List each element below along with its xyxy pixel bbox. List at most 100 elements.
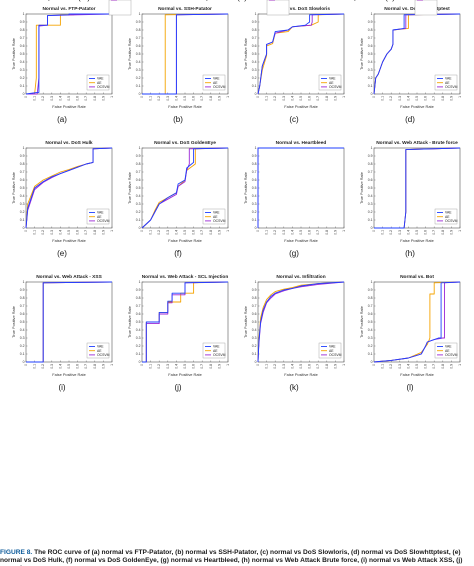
y-tick-label-g: 1 [255,146,257,150]
x-tick-label-a: 0.5 [67,96,71,101]
y-tick-label-d: 0.3 [368,68,373,72]
y-tick-label-e: 0.1 [20,218,25,222]
y-axis-label-c: True Positive Rate [243,38,248,70]
y-tick-label-n: 0 [203,0,205,1]
x-tick-label-k: 0.8 [325,364,329,369]
x-tick-label-a: 0.4 [58,96,62,101]
y-tick-label-l: 0.6 [368,312,373,316]
y-tick-label-b: 0.8 [136,28,141,32]
x-tick-label-h: 0 [372,230,376,232]
y-tick-label-g: 0.3 [252,202,257,206]
panel-label-b: (b) [173,115,183,124]
x-tick-label-e: 0.9 [101,230,105,235]
figure-caption: FIGURE 8. The ROC curve of (a) normal vs… [0,549,474,566]
y-tick-label-j: 0.8 [136,296,141,300]
y-tick-label-k: 0.2 [252,344,257,348]
x-tick-label-m: 1 [133,0,135,1]
y-tick-label-d: 0 [371,92,373,96]
legend-label-d-ae: AE [445,81,450,85]
y-tick-label-i: 0.1 [20,352,25,356]
y-tick-label-n: 0.4 [200,0,205,1]
y-tick-label-o: 0.1 [348,0,353,1]
x-tick-label-e: 0.3 [50,230,54,235]
x-tick-label-a: 0.7 [84,96,88,101]
x-tick-label-o: 0 [353,0,355,1]
x-tick-label-k: 1 [342,364,346,366]
y-tick-label-n: 0.7 [200,0,205,1]
panel-label-f: (f) [174,249,182,258]
x-tick-label-o: 0.4 [385,0,390,1]
y-tick-label-h: 0.1 [368,218,373,222]
x-tick-label-g: 0.3 [282,230,286,235]
y-tick-label-o: 0.3 [348,0,353,1]
x-tick-label-j: 1 [226,364,230,366]
y-tick-label-i: 0.4 [20,328,25,332]
y-tick-label-d: 0.7 [368,36,373,40]
y-tick-label-o: 0.7 [348,0,353,1]
x-tick-label-c: 0.7 [316,96,320,101]
y-tick-label-g: 0.6 [252,178,257,182]
chart-title-h: Normal vs. Web Attack - Brute force [376,140,458,146]
y-axis-label-i: True Positive Rate [11,306,16,338]
x-tick-label-d: 0.1 [381,96,385,101]
x-tick-label-c: 0.8 [325,96,329,101]
y-tick-label-o: 0.9 [348,0,353,1]
x-tick-label-e: 0.5 [67,230,71,235]
legend-label-f-ae: AE [213,215,218,219]
y-tick-label-n: 1 [203,0,205,1]
y-tick-label-j: 0.4 [136,328,141,332]
x-tick-label-c: 0.1 [265,96,269,101]
x-tick-label-l: 0.7 [432,364,436,369]
legend-label-b-vae: VAE [213,77,220,81]
legend-label-o-vae: VAE [425,0,432,1]
x-tick-label-f: 0.9 [217,230,221,235]
y-tick-label-k: 0.9 [252,288,257,292]
x-tick-label-h: 0.3 [398,230,402,235]
y-tick-label-f: 0.3 [136,202,141,206]
chart-panel-a: Normal vs. FTP-Patator 0 0.1 0.2 0.3 0.4 0.5 0.… [11,6,114,124]
y-tick-label-g: 0.4 [252,194,257,198]
y-tick-label-h: 0.4 [368,194,373,198]
y-tick-label-l: 0.4 [368,328,373,332]
x-tick-label-i: 0.2 [41,364,45,369]
x-tick-label-m: 0.2 [61,0,66,1]
y-tick-label-c: 0.3 [252,68,257,72]
y-tick-label-j: 0.3 [136,336,141,340]
x-tick-label-f: 1 [226,230,230,232]
x-tick-label-d: 0.8 [441,96,445,101]
legend-label-n-vae: VAE [277,0,284,1]
y-tick-label-b: 0.9 [136,20,141,24]
y-tick-label-b: 0.2 [136,76,141,80]
y-tick-label-g: 0.7 [252,170,257,174]
y-tick-label-c: 0.8 [252,28,257,32]
legend-label-o-ocsvm: OCSVM [425,0,438,1]
x-tick-label-j: 0.5 [183,364,187,369]
panel-label-o: (o) [385,0,395,2]
x-tick-label-f: 0.6 [192,230,196,235]
y-tick-label-l: 0.8 [368,296,373,300]
y-tick-label-e: 0.8 [20,162,25,166]
x-tick-label-h: 0.1 [381,230,385,235]
y-tick-label-a: 0.3 [20,68,25,72]
x-tick-label-a: 0.2 [41,96,45,101]
chart-panel-h: Normal vs. Web Attack - Brute force 0 0.1 0… [359,140,462,258]
legend-label-b-ocsvm: OCSVM [213,85,226,89]
x-tick-label-j: 0.1 [149,364,153,369]
x-tick-label-e: 0.4 [58,230,62,235]
x-tick-label-k: 0.2 [273,364,277,369]
x-tick-label-b: 0.4 [174,96,178,101]
chart-panel-e: Normal vs. DoS Hulk 0 0.1 0.2 0.3 0.4 0.5 0.6 0.… [11,140,114,258]
y-tick-label-k: 0.3 [252,336,257,340]
y-tick-label-j: 0.2 [136,344,141,348]
x-tick-label-n: 0.2 [219,0,224,1]
x-tick-label-c: 0.3 [282,96,286,101]
x-axis-label-l: False Positive Rate [400,372,434,377]
x-tick-label-m: 0.6 [96,0,101,1]
legend-label-k-ae: AE [329,349,334,353]
legend-label-f-vae: VAE [213,211,220,215]
legend-label-l-ae: AE [445,349,450,353]
x-tick-label-f: 0.8 [209,230,213,235]
y-tick-label-a: 0.4 [20,60,25,64]
x-tick-label-o: 1 [439,0,441,1]
y-tick-label-j: 0.7 [136,304,141,308]
